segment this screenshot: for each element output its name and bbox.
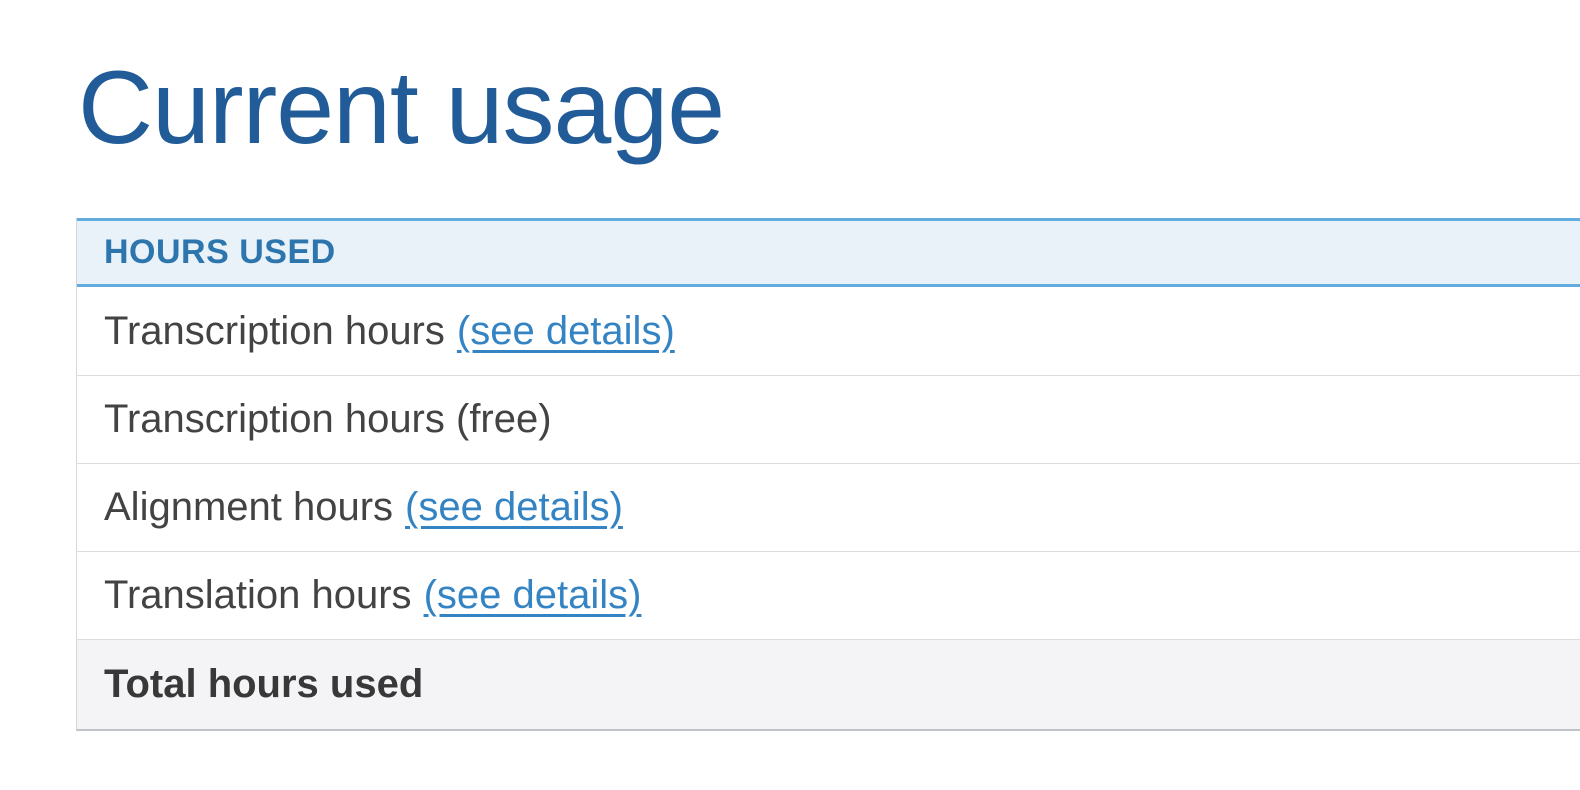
translation-hours-label: Translation hours <box>104 573 412 617</box>
hours-used-table: HOURS USED Transcription hours (see deta… <box>76 218 1580 731</box>
table-row-transcription-hours-free: Transcription hours (free) <box>77 375 1580 463</box>
alignment-see-details-link[interactable]: (see details) <box>405 485 623 529</box>
alignment-hours-label: Alignment hours <box>104 485 394 529</box>
table-row-alignment-hours: Alignment hours (see details) <box>77 463 1580 551</box>
transcription-hours-label: Transcription hours <box>104 308 445 353</box>
transcription-hours-free-label: Transcription hours (free) <box>104 397 552 441</box>
translation-see-details-link[interactable]: (see details) <box>423 573 642 617</box>
table-row-total-hours-used: Total hours used <box>77 639 1580 729</box>
total-hours-used-label: Total hours used <box>104 662 424 706</box>
table-row-transcription-hours: Transcription hours (see details) <box>77 287 1580 375</box>
hours-used-column-header: HOURS USED <box>104 233 336 271</box>
transcription-see-details-link[interactable]: (see details) <box>456 308 675 353</box>
table-header-row: HOURS USED <box>77 218 1580 287</box>
page-title: Current usage <box>78 50 725 166</box>
table-row-translation-hours: Translation hours (see details) <box>77 551 1580 639</box>
